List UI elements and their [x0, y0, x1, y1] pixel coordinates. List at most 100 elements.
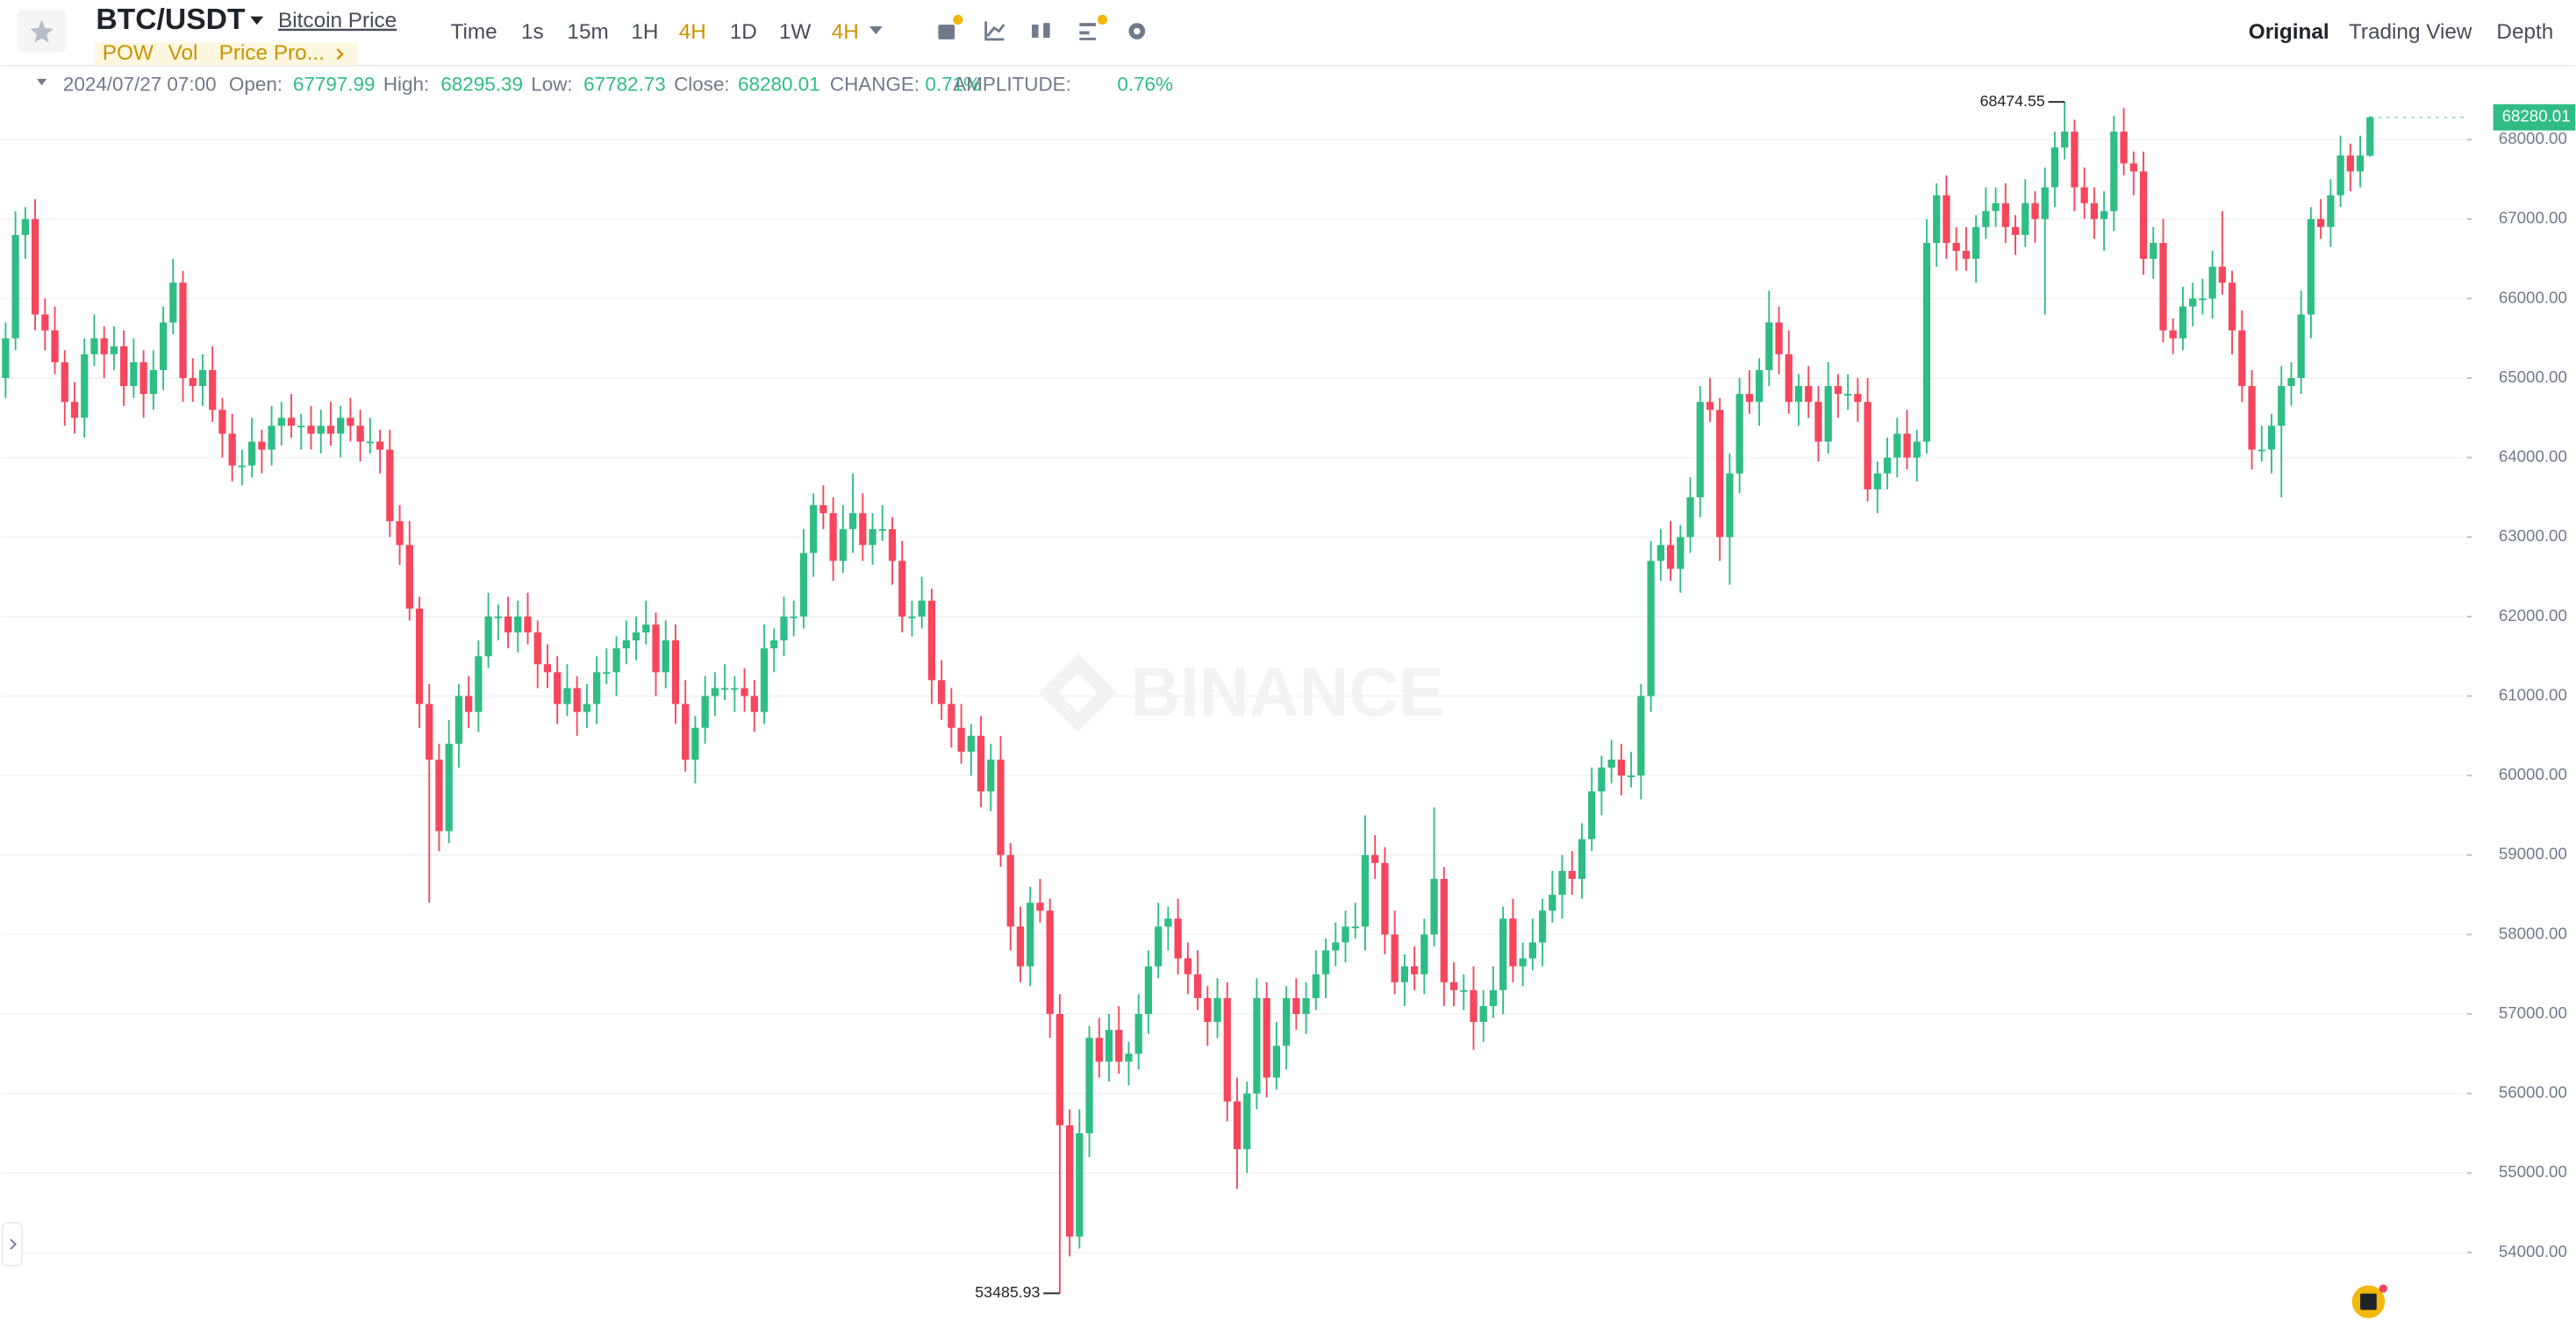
- candle-body: [1272, 1046, 1281, 1078]
- sidebar-toggle[interactable]: [1, 1222, 24, 1267]
- candle-body: [1292, 997, 1300, 1015]
- y-tick-label: 57000.00: [2499, 1003, 2567, 1022]
- interval-more[interactable]: 4H: [832, 20, 859, 44]
- candle-body: [1509, 918, 1517, 967]
- candle-body: [1745, 394, 1753, 403]
- candle-body: [337, 418, 345, 434]
- settings-icon-hole: [1134, 27, 1141, 35]
- candle-body: [810, 505, 818, 553]
- candle-body: [2110, 132, 2118, 211]
- candle-body: [475, 656, 483, 712]
- candle-body: [1115, 1030, 1123, 1062]
- candle-body: [799, 553, 808, 617]
- candle-body: [1016, 926, 1025, 967]
- view-tab-active[interactable]: Original: [2249, 20, 2329, 44]
- interval-active[interactable]: 4H: [679, 20, 706, 44]
- icon[interactable]: [1043, 23, 1050, 39]
- candle-body: [1519, 958, 1527, 967]
- candle-body: [1342, 926, 1349, 943]
- candle-body: [1371, 854, 1379, 863]
- candle-body: [819, 505, 827, 514]
- candle-body: [1144, 966, 1153, 1015]
- candle-body: [70, 402, 79, 418]
- candle-body: [347, 418, 354, 426]
- symbol-dropdown[interactable]: [250, 16, 264, 25]
- icon[interactable]: [1032, 25, 1039, 39]
- icon[interactable]: [1079, 31, 1090, 35]
- interval[interactable]: 1W: [779, 20, 812, 44]
- icon[interactable]: [1079, 38, 1097, 40]
- interval[interactable]: 1s: [521, 20, 544, 44]
- candle-body: [110, 346, 118, 354]
- y-tick-label: 61000.00: [2499, 685, 2567, 703]
- info-value: 68295.39: [440, 73, 523, 95]
- candle-body: [1814, 402, 1822, 442]
- tag[interactable]: Price Pro...: [219, 41, 325, 65]
- candle-body: [307, 425, 315, 434]
- candle-body: [189, 378, 197, 387]
- candle-body: [1213, 997, 1221, 1023]
- interval[interactable]: Time: [451, 20, 497, 44]
- tag[interactable]: Vol: [168, 41, 198, 65]
- candle-body: [1085, 1038, 1093, 1133]
- info-toggle[interactable]: [36, 78, 47, 86]
- candle-time: 2024/07/27 07:00: [63, 73, 217, 95]
- low-marker-label: 53485.93: [975, 1283, 1040, 1301]
- view-tab[interactable]: Depth: [2496, 20, 2553, 44]
- candle-body: [366, 441, 374, 444]
- candle-body: [277, 418, 285, 426]
- info-value: 0.71%: [925, 73, 981, 95]
- interval[interactable]: 1D: [730, 20, 757, 44]
- icon[interactable]: [1079, 23, 1097, 26]
- candle-body: [415, 608, 424, 704]
- candle-body: [1952, 242, 1960, 252]
- candle-body: [1854, 394, 1862, 403]
- y-tick-label: 62000.00: [2499, 606, 2567, 625]
- candle-body: [524, 616, 532, 633]
- candle-body: [494, 616, 502, 618]
- candle-body: [405, 545, 413, 609]
- candle-body: [1922, 242, 1931, 442]
- view-tab[interactable]: Trading View: [2349, 20, 2472, 44]
- candle-body: [1686, 496, 1694, 538]
- tag[interactable]: POW: [103, 41, 154, 65]
- interval-dropdown[interactable]: [869, 25, 883, 35]
- interval[interactable]: 15m: [567, 20, 608, 44]
- candle-body: [2297, 314, 2305, 379]
- candle-body: [356, 425, 364, 442]
- candle-body: [1696, 402, 1704, 497]
- candle-body: [2238, 330, 2246, 387]
- candle-body: [396, 521, 404, 546]
- candle-body: [543, 664, 552, 673]
- chat-icon: [2360, 1293, 2377, 1310]
- coin-name-link[interactable]: Bitcoin Price: [278, 9, 397, 32]
- candle-body: [2011, 226, 2020, 235]
- info-label: Close:: [674, 73, 730, 95]
- candle-body: [967, 735, 975, 752]
- icon[interactable]: [938, 25, 955, 39]
- candle-body: [888, 529, 897, 561]
- tag-arrow[interactable]: [336, 48, 344, 61]
- candle-body: [2208, 267, 2216, 299]
- symbol[interactable]: BTC/USDT: [96, 4, 246, 36]
- candle-body: [2248, 386, 2256, 450]
- y-tick-label: 64000.00: [2499, 447, 2567, 466]
- candle-body: [149, 369, 157, 395]
- y-tick-label: 60000.00: [2499, 765, 2567, 783]
- candle-body: [1657, 545, 1664, 561]
- candle-body: [1036, 903, 1044, 911]
- high-marker-label: 68474.55: [1980, 92, 2045, 110]
- candle-body: [1568, 870, 1576, 879]
- candle-body: [1775, 322, 1783, 354]
- candle-body: [238, 465, 247, 468]
- interval[interactable]: 1H: [631, 20, 658, 44]
- candle-body: [2356, 155, 2365, 172]
- candle-body: [2071, 132, 2079, 188]
- icon[interactable]: [984, 21, 1005, 41]
- candle-body: [268, 425, 275, 450]
- candle-body: [741, 688, 748, 696]
- candle-body: [228, 433, 236, 466]
- candle-body: [583, 703, 591, 712]
- candle-body: [1677, 537, 1685, 569]
